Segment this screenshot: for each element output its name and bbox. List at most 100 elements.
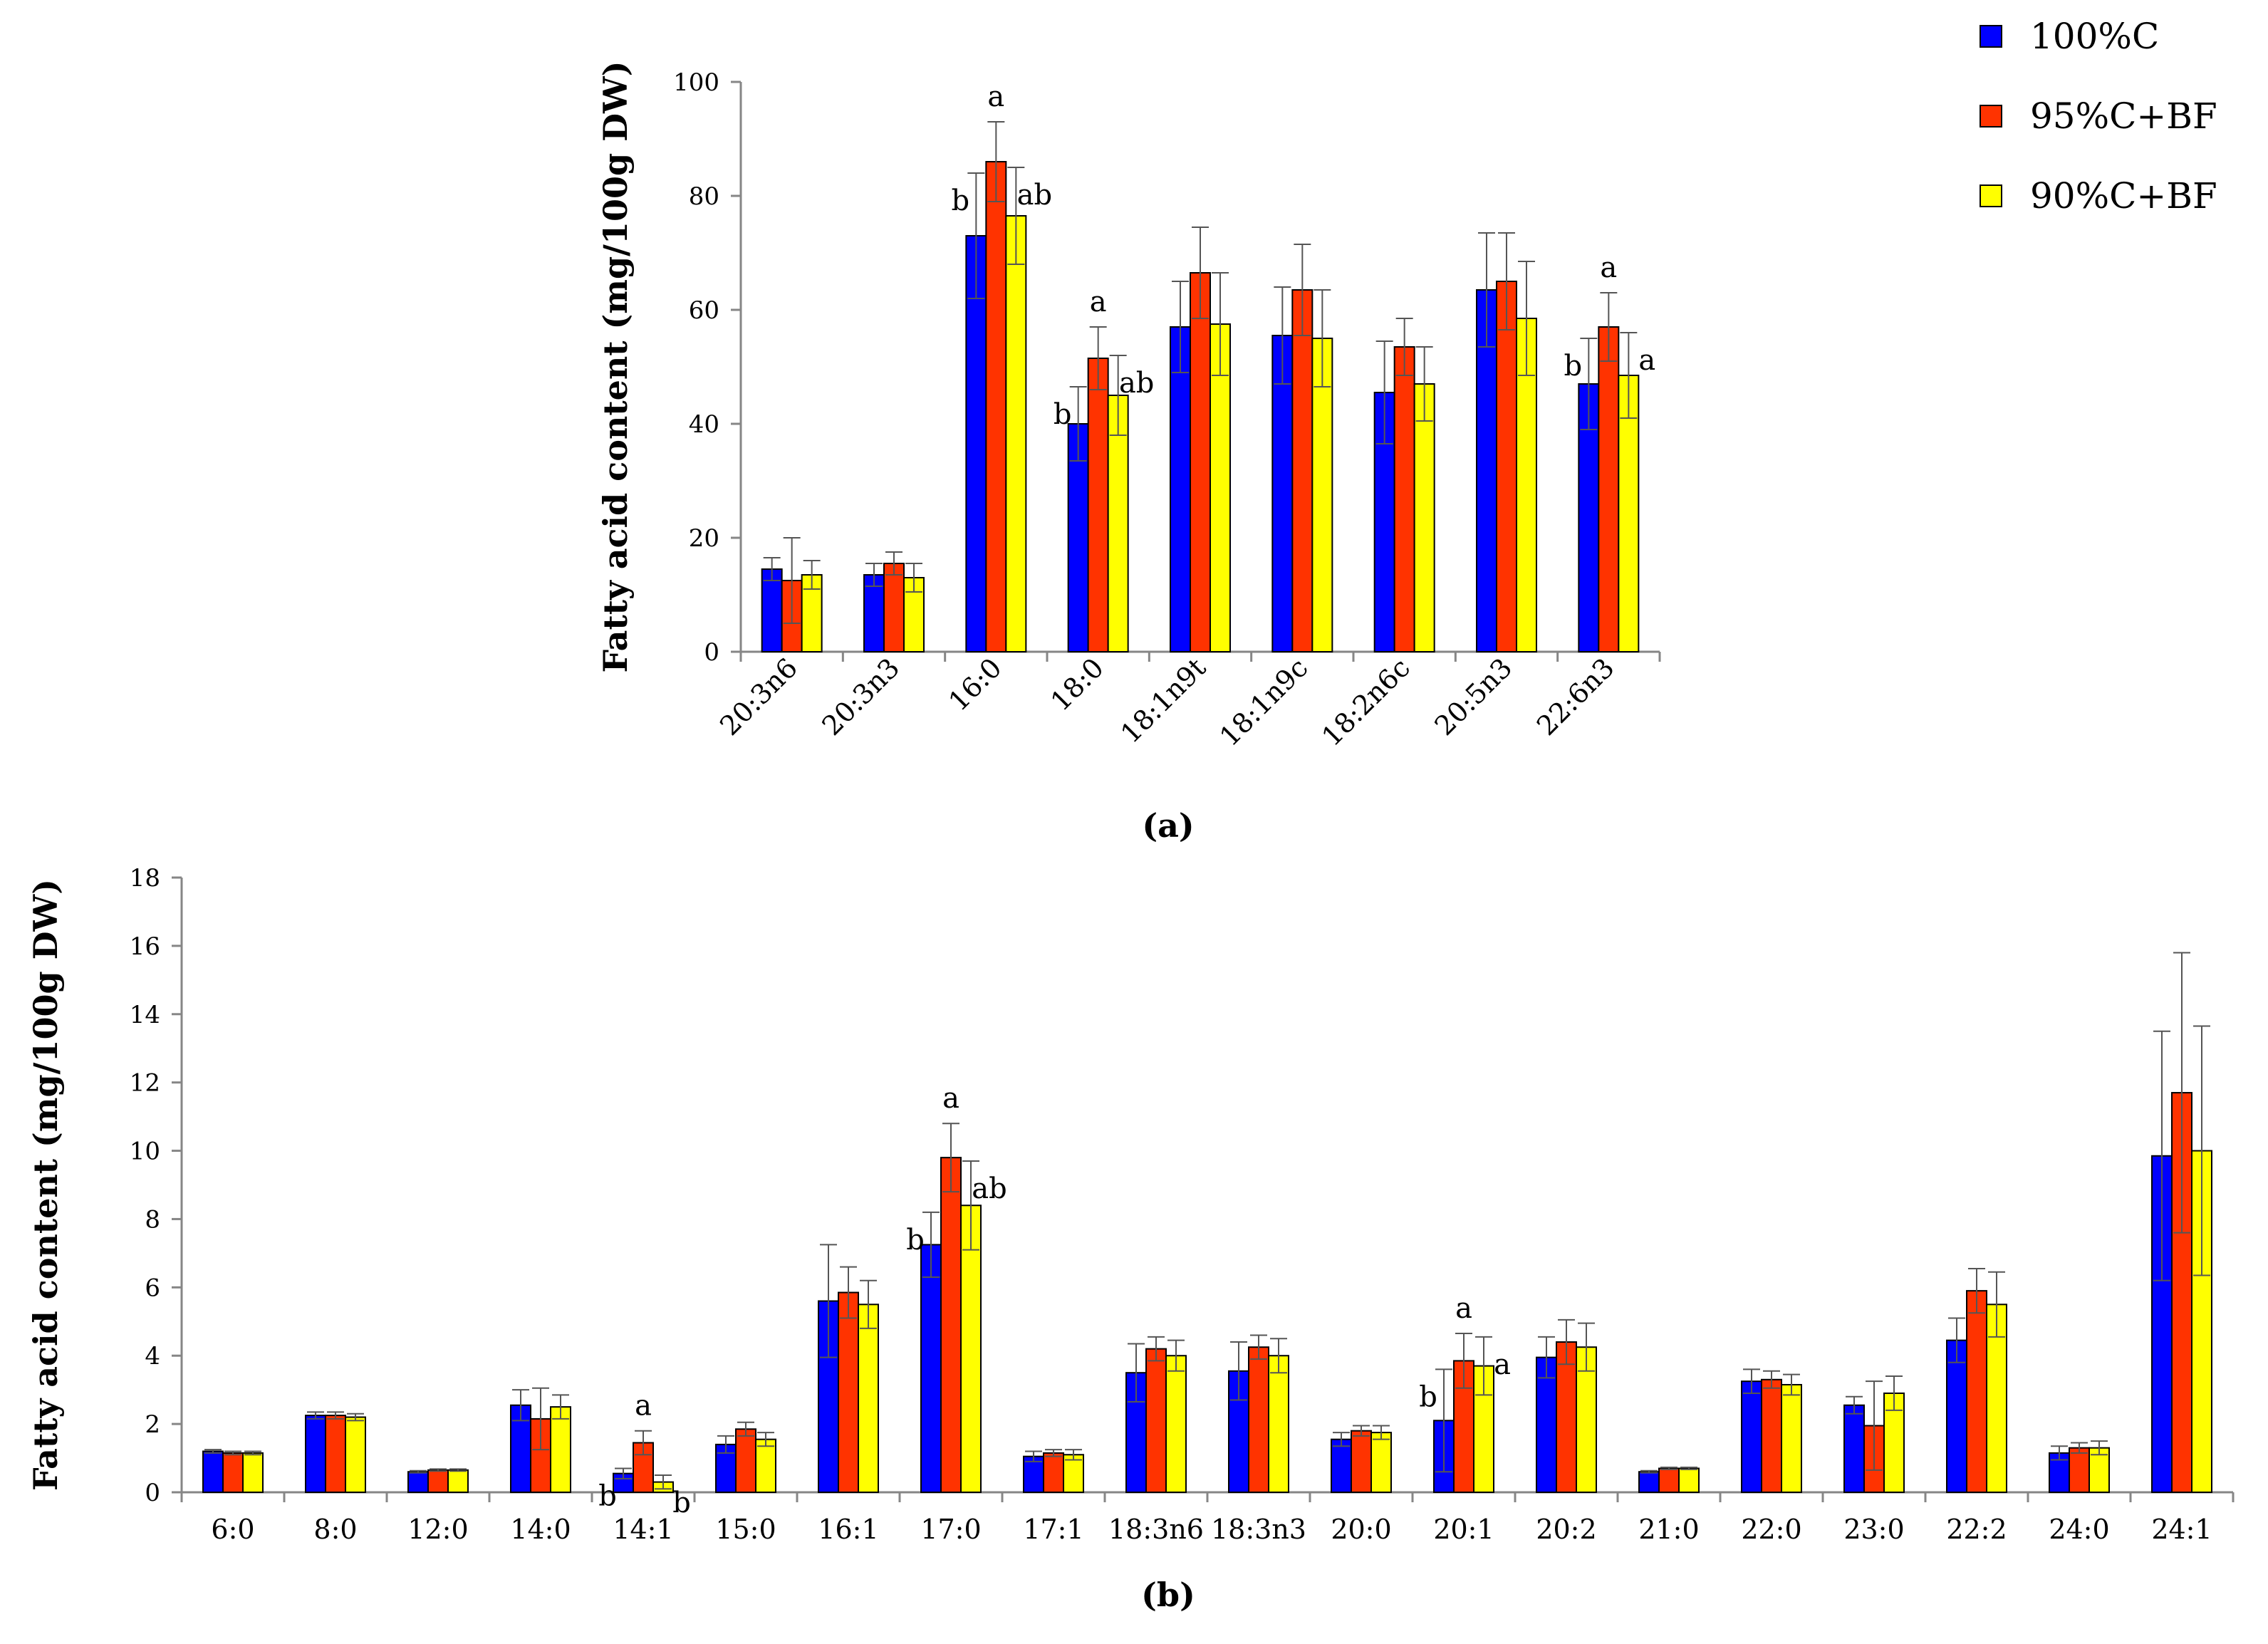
bar-22-2-1 bbox=[1966, 1290, 1987, 1494]
bar-21-0-0 bbox=[1638, 1471, 1660, 1494]
bar-22-6n3-2 bbox=[1618, 375, 1640, 652]
significance-letter: b bbox=[1419, 1380, 1437, 1413]
bar-20-0-1 bbox=[1351, 1430, 1372, 1493]
category-label: 6:0 bbox=[211, 1514, 254, 1545]
significance-letter: a bbox=[1638, 344, 1655, 377]
y-axis-title: Fatty acid content (mg/100g DW) bbox=[26, 879, 65, 1491]
y-tick-label: 6 bbox=[145, 1274, 160, 1302]
bar-12-0-1 bbox=[427, 1469, 449, 1494]
bar-18-3n6-2 bbox=[1165, 1355, 1187, 1493]
bar-18-1n9t-0 bbox=[1170, 326, 1191, 652]
y-tick-label: 10 bbox=[130, 1138, 160, 1166]
significance-letter: a bbox=[635, 1390, 652, 1422]
significance-letter: a bbox=[1090, 286, 1107, 318]
bar-18-1n9c-2 bbox=[1311, 338, 1333, 652]
significance-letter: a bbox=[987, 80, 1004, 113]
bar-18-0-0 bbox=[1067, 423, 1089, 652]
bar-24-0-1 bbox=[2069, 1447, 2090, 1494]
bar-20-3n3-1 bbox=[883, 563, 905, 652]
panel-label: (b) bbox=[1141, 1576, 1195, 1614]
bar-12-0-2 bbox=[447, 1469, 469, 1494]
category-label: 18:0 bbox=[1045, 652, 1110, 717]
y-axis-title: Fatty acid content (mg/100g DW) bbox=[596, 61, 635, 673]
significance-letter: b bbox=[1564, 350, 1583, 383]
significance-letter: ab bbox=[1017, 179, 1052, 212]
category-label: 18:3n6 bbox=[1108, 1514, 1204, 1545]
y-tick-label: 20 bbox=[689, 524, 719, 553]
bar-8-0-2 bbox=[345, 1416, 366, 1493]
y-tick-label: 0 bbox=[704, 638, 719, 667]
y-tick-label: 16 bbox=[130, 932, 160, 961]
bar-18-2n6c-1 bbox=[1393, 346, 1415, 652]
category-label: 23:0 bbox=[1843, 1514, 1904, 1545]
significance-letter: b bbox=[1054, 398, 1072, 431]
bar-17-1-2 bbox=[1063, 1454, 1084, 1493]
bar-20-2-0 bbox=[1536, 1356, 1557, 1493]
y-tick-label: 12 bbox=[130, 1069, 160, 1098]
y-tick-label: 80 bbox=[689, 182, 719, 211]
bar-12-0-0 bbox=[407, 1471, 429, 1494]
significance-letter: ab bbox=[972, 1172, 1006, 1205]
category-label: 18:3n3 bbox=[1211, 1514, 1306, 1545]
legend-swatch bbox=[1980, 25, 2002, 48]
category-label: 8:0 bbox=[313, 1514, 357, 1545]
bar-20-0-0 bbox=[1331, 1438, 1352, 1494]
legend-swatch bbox=[1980, 105, 2002, 128]
bar-16-1-2 bbox=[858, 1304, 879, 1493]
bar-20-3n6-2 bbox=[801, 574, 823, 652]
category-label: 18:1n9c bbox=[1214, 652, 1314, 752]
bar-18-3n3-1 bbox=[1248, 1346, 1269, 1493]
significance-letter: a bbox=[1455, 1292, 1472, 1325]
category-label: 22:2 bbox=[1946, 1514, 2007, 1545]
bar-16-0-2 bbox=[1005, 215, 1027, 652]
bar-18-1n9c-1 bbox=[1291, 289, 1314, 652]
legend-label: 90%C+BF bbox=[2030, 175, 2217, 217]
category-label: 22:0 bbox=[1741, 1514, 1801, 1545]
legend-swatch bbox=[1980, 184, 2002, 207]
significance-letter: b bbox=[952, 184, 970, 217]
category-label: 20:3n3 bbox=[816, 652, 906, 742]
legend: 100%C 95%C+BF 90%C+BF bbox=[1980, 16, 2217, 217]
significance-letter: ab bbox=[1119, 367, 1154, 400]
bar-15-0-2 bbox=[755, 1438, 776, 1494]
significance-letter: a bbox=[1600, 251, 1617, 284]
bar-17-1-1 bbox=[1043, 1452, 1064, 1494]
bar-18-0-2 bbox=[1107, 395, 1129, 652]
category-label: 21:0 bbox=[1638, 1514, 1699, 1545]
y-tick-label: 8 bbox=[145, 1205, 160, 1234]
category-label: 17:1 bbox=[1023, 1514, 1083, 1545]
chart-a: 0 20 40 60 80 100 b a ab b a ab b a a 20:3n6 20:3n3 16:0 1… bbox=[596, 61, 1661, 845]
y-tick-label: 4 bbox=[145, 1342, 160, 1370]
bar-8-0-0 bbox=[305, 1415, 326, 1493]
bar-16-1-1 bbox=[838, 1291, 859, 1494]
bar-22-0-1 bbox=[1761, 1378, 1782, 1493]
panel-label: (a) bbox=[1142, 806, 1194, 845]
significance-letter: b bbox=[598, 1479, 617, 1512]
category-label: 24:1 bbox=[2151, 1514, 2212, 1545]
category-label: 14:0 bbox=[510, 1514, 571, 1545]
y-tick-label: 18 bbox=[130, 864, 160, 893]
category-label: 20:0 bbox=[1331, 1514, 1391, 1545]
bar-18-1n9t-1 bbox=[1190, 272, 1211, 652]
bar-16-0-1 bbox=[985, 161, 1007, 652]
significance-letter: b bbox=[672, 1487, 691, 1519]
significance-letter: b bbox=[906, 1224, 925, 1257]
bar-18-2n6c-2 bbox=[1413, 383, 1435, 652]
legend-label: 100%C bbox=[2030, 16, 2159, 57]
significance-letter: a bbox=[1494, 1348, 1511, 1381]
category-label: 22:6n3 bbox=[1531, 652, 1621, 742]
bar-6-0-0 bbox=[202, 1450, 224, 1494]
category-label: 20:2 bbox=[1536, 1514, 1596, 1545]
bar-20-3n6-0 bbox=[761, 568, 783, 652]
bar-8-0-1 bbox=[325, 1415, 346, 1493]
bar-22-6n3-1 bbox=[1598, 326, 1620, 652]
bar-6-0-1 bbox=[222, 1452, 244, 1494]
y-tick-label: 60 bbox=[689, 296, 719, 325]
bar-6-0-2 bbox=[242, 1452, 264, 1494]
significance-letter: a bbox=[942, 1082, 959, 1115]
y-tick-label: 14 bbox=[130, 1001, 160, 1029]
y-tick-label: 100 bbox=[673, 68, 719, 97]
bar-24-1-2 bbox=[2191, 1150, 2212, 1493]
category-label: 14:1 bbox=[613, 1514, 673, 1545]
